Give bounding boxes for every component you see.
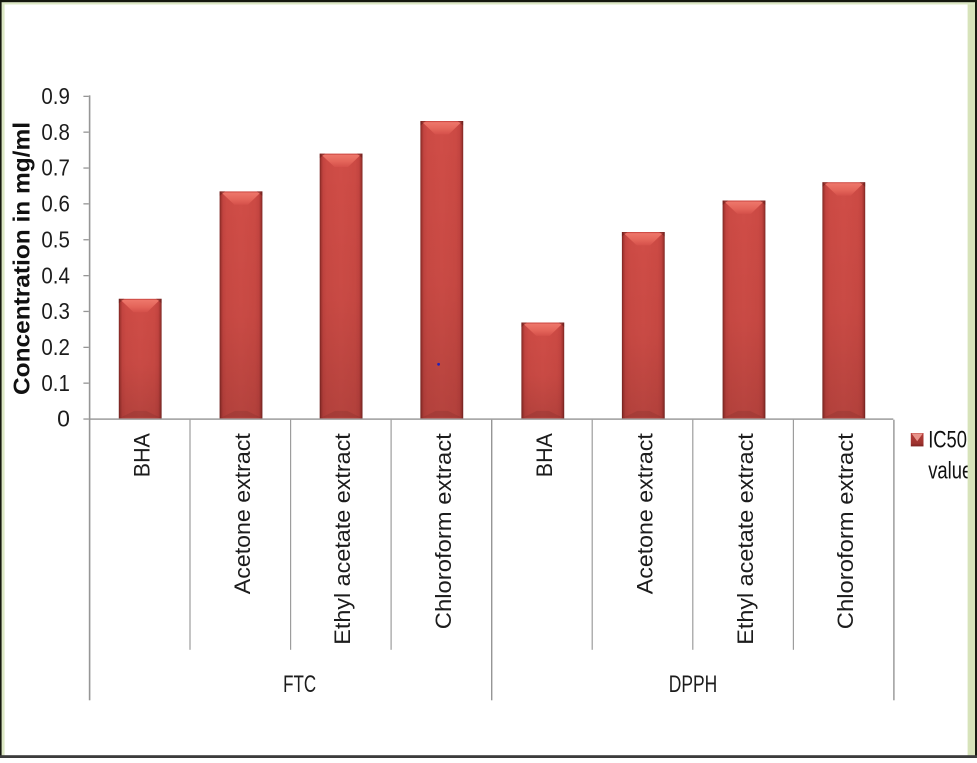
- svg-text:0.6: 0.6: [41, 191, 70, 217]
- svg-text:0.5: 0.5: [41, 226, 70, 252]
- svg-text:Chloroform extract: Chloroform extract: [833, 433, 858, 629]
- svg-text:Ethyl acetate extract: Ethyl acetate extract: [330, 433, 355, 645]
- svg-text:Acetone extract: Acetone extract: [632, 433, 657, 594]
- svg-text:0: 0: [57, 406, 70, 432]
- svg-text:0.7: 0.7: [41, 155, 70, 181]
- svg-text:value: value: [928, 458, 972, 485]
- svg-text:0.4: 0.4: [41, 262, 70, 288]
- svg-text:BHA: BHA: [129, 433, 154, 477]
- svg-text:FTC: FTC: [283, 671, 316, 698]
- svg-text:0.2: 0.2: [41, 334, 70, 360]
- svg-text:Acetone extract: Acetone extract: [230, 433, 255, 594]
- svg-text:Concentration in mg/ml: Concentration in mg/ml: [9, 122, 35, 395]
- svg-text:0.1: 0.1: [41, 370, 70, 396]
- svg-text:Ethyl acetate extract: Ethyl acetate extract: [733, 433, 758, 645]
- svg-text:0.8: 0.8: [41, 119, 70, 145]
- svg-text:0.9: 0.9: [41, 83, 70, 109]
- svg-text:IC50: IC50: [928, 426, 967, 453]
- svg-text:Chloroform extract: Chloroform extract: [431, 433, 456, 629]
- svg-text:0.3: 0.3: [41, 298, 70, 324]
- svg-text:BHA: BHA: [532, 433, 557, 477]
- svg-text:DPPH: DPPH: [669, 671, 718, 698]
